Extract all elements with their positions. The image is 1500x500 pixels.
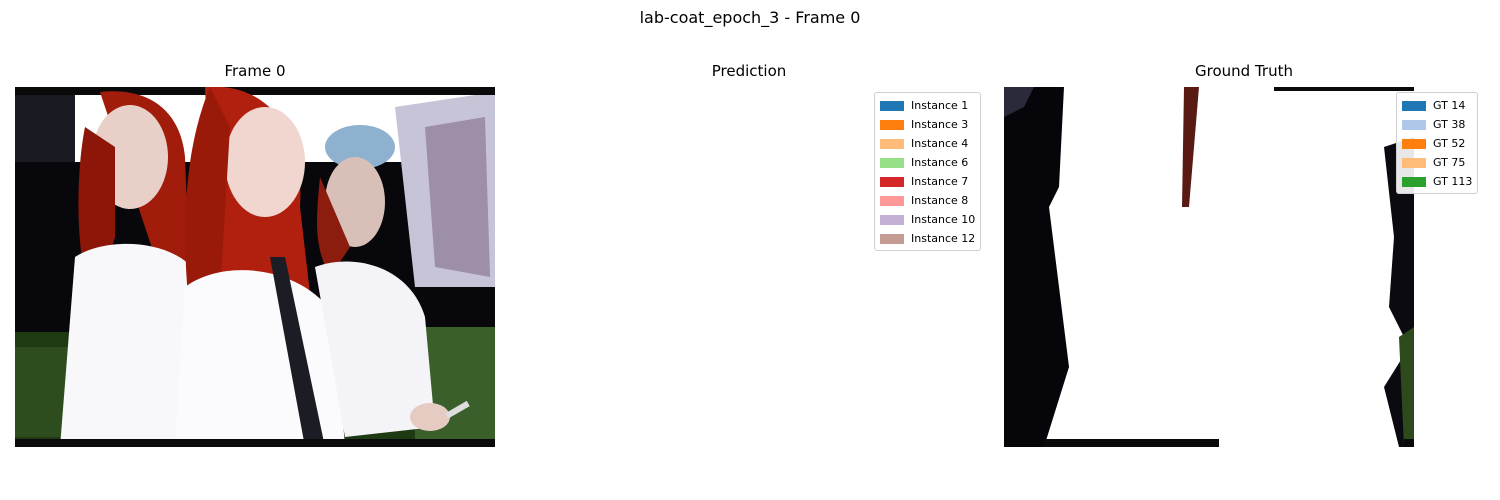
ground-truth-panel-title: Ground Truth [1195,62,1293,80]
ground-truth-legend: GT 14 GT 38 GT 52 GT 75 GT 113 [1396,92,1479,194]
prediction-legend-label: Instance 10 [911,213,976,226]
prediction-legend-swatch [880,119,904,130]
ground-truth-legend-swatch [1402,119,1426,130]
prediction-legend-label: Instance 3 [911,118,969,131]
ground-truth-legend-entry: GT 38 [1402,115,1472,134]
ground-truth-legend-label: GT 113 [1433,175,1473,188]
prediction-legend-label: Instance 7 [911,175,969,188]
ground-truth-legend-label: GT 52 [1433,137,1466,150]
prediction-legend-entry: Instance 4 [880,134,975,153]
prediction-legend-entry: Instance 6 [880,153,975,172]
prediction-legend-label: Instance 12 [911,232,976,245]
prediction-legend-label: Instance 1 [911,99,969,112]
prediction-legend-swatch [880,176,904,187]
figure-title: lab-coat_epoch_3 - Frame 0 [639,8,861,27]
ground-truth-legend-entry: GT 14 [1402,96,1472,115]
prediction-legend-entry: Instance 1 [880,96,975,115]
prediction-legend-swatch [880,138,904,149]
prediction-legend-swatch [880,195,904,206]
prediction-legend-swatch [880,100,904,111]
ground-truth-legend-label: GT 38 [1433,118,1466,131]
frame-image [15,87,495,447]
prediction-legend-label: Instance 8 [911,194,969,207]
prediction-legend-swatch [880,214,904,225]
prediction-panel-title: Prediction [711,62,787,80]
prediction-legend-entry: Instance 8 [880,191,975,210]
ground-truth-legend-entry: GT 113 [1402,172,1472,191]
ground-truth-mask [1004,87,1484,447]
prediction-legend-entry: Instance 12 [880,229,975,248]
ground-truth-legend-label: GT 14 [1433,99,1466,112]
prediction-legend-entry: Instance 7 [880,172,975,191]
prediction-legend-entry: Instance 10 [880,210,975,229]
prediction-legend: Instance 1 Instance 3 Instance 4 Instance 6… [874,92,982,251]
ground-truth-legend-label: GT 75 [1433,156,1466,169]
prediction-legend-entry: Instance 3 [880,115,975,134]
ground-truth-legend-swatch [1402,100,1426,111]
frame-panel-title: Frame 0 [224,62,286,80]
ground-truth-legend-entry: GT 52 [1402,134,1472,153]
ground-truth-legend-swatch [1402,157,1426,168]
prediction-legend-swatch [880,233,904,244]
prediction-legend-swatch [880,157,904,168]
prediction-legend-label: Instance 4 [911,137,969,150]
ground-truth-legend-entry: GT 75 [1402,153,1472,172]
ground-truth-legend-swatch [1402,138,1426,149]
ground-truth-legend-swatch [1402,176,1426,187]
prediction-legend-label: Instance 6 [911,156,969,169]
